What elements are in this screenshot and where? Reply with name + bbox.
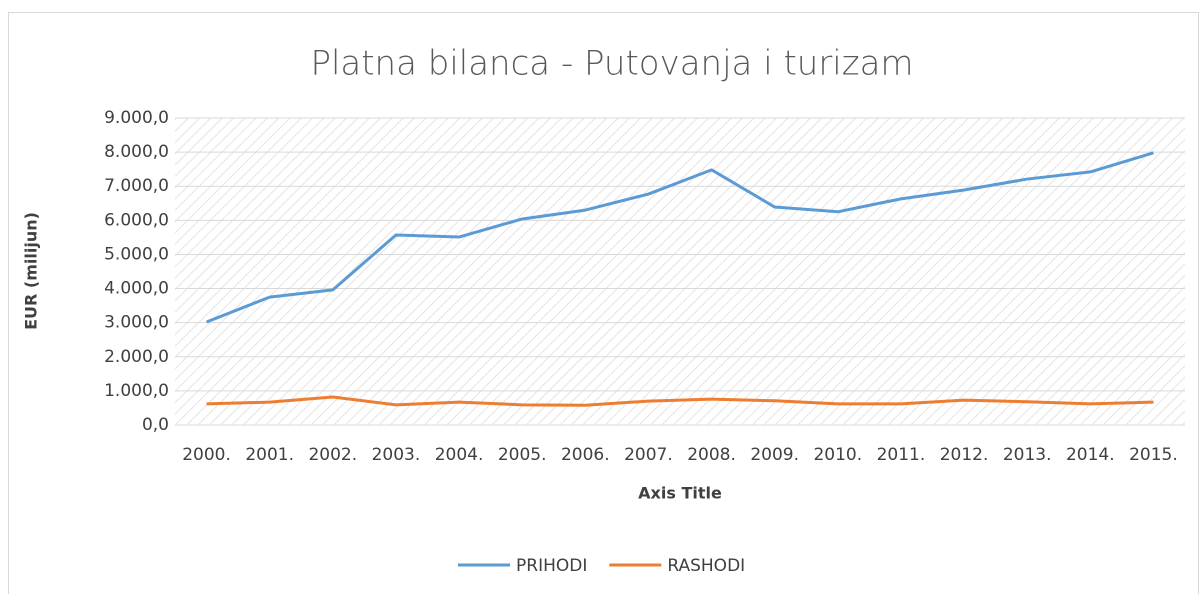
x-tick-label: 2009. [750, 445, 799, 465]
y-tick-label: 8.000,0 [104, 142, 169, 162]
x-tick-label: 2011. [877, 445, 926, 465]
legend-label: PRIHODI [516, 556, 587, 576]
x-tick-label: 2008. [687, 445, 736, 465]
x-tick-label: 2013. [1003, 445, 1052, 465]
y-tick-label: 9.000,0 [104, 108, 169, 128]
y-tick-label: 7.000,0 [104, 176, 169, 196]
y-tick-label: 6.000,0 [104, 210, 169, 230]
y-tick-label: 2.000,0 [104, 347, 169, 367]
x-tick-label: 2010. [813, 445, 862, 465]
x-tick-label: 2002. [308, 445, 357, 465]
x-tick-label: 2000. [182, 445, 231, 465]
x-tick-label: 2007. [624, 445, 673, 465]
line-series [206, 395, 1154, 407]
x-tick-label: 2005. [498, 445, 547, 465]
line-series [206, 151, 1154, 324]
x-tick-label: 2006. [561, 445, 610, 465]
y-tick-label: 1.000,0 [104, 381, 169, 401]
y-axis-title: EUR (milijun) [22, 212, 41, 330]
y-tick-label: 3.000,0 [104, 313, 169, 333]
x-tick-label: 2003. [372, 445, 421, 465]
x-tick-label: 2012. [940, 445, 989, 465]
chart-title: Platna bilanca - Putovanja i turizam [310, 44, 913, 84]
plot-background [175, 118, 1185, 425]
y-tick-label: 5.000,0 [104, 244, 169, 264]
x-tick-label: 2014. [1066, 445, 1115, 465]
y-tick-label: 0,0 [142, 415, 169, 435]
x-tick-label: 2015. [1129, 445, 1178, 465]
y-tick-label: 4.000,0 [104, 279, 169, 299]
x-axis-title: Axis Title [638, 484, 722, 503]
x-tick-label: 2001. [245, 445, 294, 465]
x-tick-label: 2004. [435, 445, 484, 465]
legend-label: RASHODI [667, 556, 745, 576]
